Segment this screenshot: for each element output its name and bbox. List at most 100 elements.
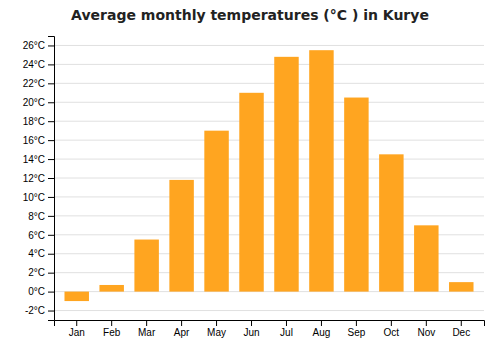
y-tick-mark (48, 273, 54, 274)
x-tick: Aug (313, 320, 331, 338)
y-tick-label: 6°C (28, 230, 45, 241)
y-tick-mark (48, 140, 54, 141)
x-tick: Dec (452, 320, 470, 338)
bar (64, 292, 88, 301)
chart-svg: -2°C 0°C 2°C 4°C 6°C 8°C 10°C 12°C 14°C 16°C 18°C 2… (0, 0, 500, 350)
x-tick-label: Dec (452, 327, 470, 338)
x-tick-label: Aug (313, 327, 331, 338)
bar (379, 154, 403, 291)
y-tick: 14°C (23, 154, 54, 165)
x-tick: Jul (280, 320, 293, 338)
y-tick-mark (48, 178, 54, 179)
y-tick-mark (48, 216, 54, 217)
x-tick-label: Jun (243, 327, 259, 338)
y-tick-label: 16°C (23, 135, 45, 146)
y-tick-label: 4°C (28, 248, 45, 259)
x-tick-mark (321, 320, 322, 326)
bar (239, 93, 263, 292)
x-tick-mark (356, 320, 357, 326)
y-tick-mark (48, 64, 54, 65)
bar (344, 98, 368, 292)
y-tick: 10°C (23, 192, 54, 203)
grid-line (54, 102, 484, 103)
x-tick: Jan (69, 320, 85, 338)
y-tick-mark (48, 292, 54, 293)
y-tick-label: 18°C (23, 116, 45, 127)
x-tick: Apr (174, 320, 190, 338)
grid-line (54, 83, 484, 84)
x-tick-label: May (207, 327, 226, 338)
x-tick-mark (426, 320, 427, 326)
x-tick: Oct (384, 320, 400, 338)
x-tick: Feb (103, 320, 121, 338)
bar (274, 57, 298, 292)
x-tick: May (207, 320, 226, 338)
y-tick: 18°C (23, 116, 54, 127)
x-tick-label: Feb (103, 327, 121, 338)
grid-line (54, 178, 484, 179)
y-tick-label: 14°C (23, 154, 45, 165)
y-axis: -2°C 0°C 2°C 4°C 6°C 8°C 10°C 12°C 14°C 16°C 18°C 2… (23, 37, 55, 321)
grid (54, 45, 484, 310)
y-tick: 22°C (23, 78, 54, 89)
x-axis-line (55, 321, 485, 327)
x-tick-mark (76, 320, 77, 326)
x-tick-mark (461, 320, 462, 326)
y-tick: 4°C (28, 248, 54, 259)
y-tick-label: -2°C (25, 305, 45, 316)
y-tick-label: 12°C (23, 173, 45, 184)
grid-line (54, 140, 484, 141)
y-tick-label: 8°C (28, 211, 45, 222)
y-tick: 26°C (23, 40, 54, 51)
x-tick-label: Oct (384, 327, 400, 338)
y-tick: -2°C (25, 305, 54, 316)
y-tick-label: 20°C (23, 97, 45, 108)
grid-line (54, 159, 484, 160)
bar (134, 240, 158, 292)
y-tick-label: 10°C (23, 192, 45, 203)
title: Average monthly temperatures (°C ) in Ku… (71, 7, 429, 23)
x-tick-label: Jul (280, 327, 293, 338)
y-tick: 8°C (28, 211, 54, 222)
bar (204, 131, 228, 292)
chart-container: -2°C 0°C 2°C 4°C 6°C 8°C 10°C 12°C 14°C 16°C 18°C 2… (0, 0, 500, 350)
y-tick: 12°C (23, 173, 54, 184)
x-axis: Jan Feb Mar Apr May Jun Jul Aug Sep Oct Nov Dec (55, 320, 485, 338)
y-tick-label: 0°C (28, 286, 45, 297)
y-tick-label: 26°C (23, 40, 45, 51)
y-tick-label: 22°C (23, 78, 45, 89)
x-tick: Nov (417, 320, 435, 338)
x-tick-mark (251, 320, 252, 326)
bar (414, 225, 438, 291)
y-tick: 6°C (28, 230, 54, 241)
y-tick-mark (48, 235, 54, 236)
x-tick-mark (111, 320, 112, 326)
x-tick: Jun (243, 320, 259, 338)
y-axis-line (48, 37, 55, 321)
y-tick-label: 24°C (23, 59, 45, 70)
y-tick-mark (48, 83, 54, 84)
y-tick: 20°C (23, 97, 54, 108)
x-tick-mark (391, 320, 392, 326)
x-tick: Mar (138, 320, 156, 338)
y-tick: 16°C (23, 135, 54, 146)
x-tick-label: Apr (174, 327, 190, 338)
y-tick-mark (48, 121, 54, 122)
x-tick-mark (286, 320, 287, 326)
grid-line (54, 196, 484, 197)
bar (449, 282, 473, 291)
y-tick-mark (48, 197, 54, 198)
grid-line (54, 215, 484, 216)
x-tick: Sep (347, 320, 365, 338)
x-tick-label: Nov (417, 327, 435, 338)
grid-line (54, 64, 484, 65)
grid-line (54, 45, 484, 46)
x-tick-mark (216, 320, 217, 326)
y-tick: 2°C (28, 267, 54, 278)
bar (309, 50, 333, 291)
y-tick-mark (48, 311, 54, 312)
grid-line (54, 310, 484, 311)
bar (169, 180, 193, 292)
x-tick-mark (181, 320, 182, 326)
bar (99, 285, 123, 292)
